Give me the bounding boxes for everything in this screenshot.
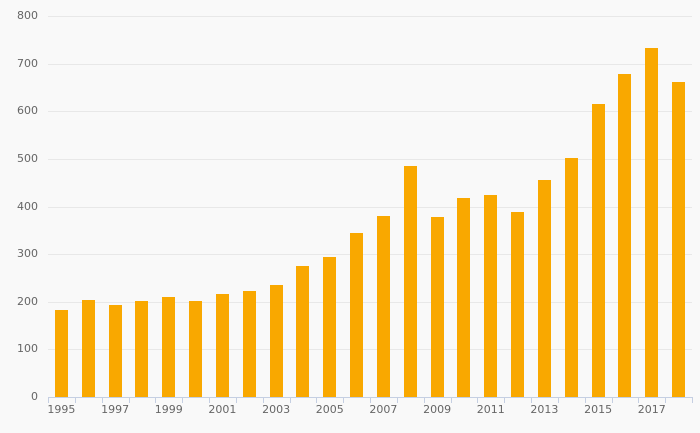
bar-2010[interactable] (457, 198, 470, 397)
x-axis-tick-label-2001: 2001 (208, 403, 237, 416)
bar-2007[interactable] (377, 216, 390, 397)
bar-2000[interactable] (189, 301, 202, 397)
bar-2004[interactable] (296, 266, 309, 397)
x-axis-tick (665, 397, 666, 403)
bar-1999[interactable] (162, 297, 175, 397)
bar-2003[interactable] (270, 285, 283, 397)
gridline-500 (48, 158, 692, 160)
bar-2002[interactable] (243, 291, 256, 397)
y-axis-tick-label-0: 0 (31, 390, 38, 403)
x-axis-tick-label-2015: 2015 (584, 403, 613, 416)
x-axis-tick (290, 397, 291, 403)
bar-2014[interactable] (565, 158, 578, 397)
x-axis-tick (638, 397, 639, 403)
bar-2005[interactable] (323, 257, 336, 397)
x-axis-tick (236, 397, 237, 403)
x-axis-tick-label-2005: 2005 (315, 403, 344, 416)
bar-2006[interactable] (350, 233, 363, 397)
bar-2015[interactable] (592, 104, 605, 397)
x-axis-tick (692, 397, 693, 403)
gridline-700 (48, 63, 692, 65)
gridline-600 (48, 111, 692, 113)
x-axis-tick-label-2011: 2011 (476, 403, 505, 416)
x-axis-tick-label-2003: 2003 (262, 403, 291, 416)
x-axis-tick-label-1995: 1995 (47, 403, 76, 416)
bar-2001[interactable] (216, 294, 229, 397)
x-axis-tick (316, 397, 317, 403)
x-axis-tick-label-2007: 2007 (369, 403, 398, 416)
x-axis-tick (397, 397, 398, 403)
x-axis-tick (263, 397, 264, 403)
x-axis-tick (209, 397, 210, 403)
x-axis-tick (155, 397, 156, 403)
y-axis-tick-label-300: 300 (17, 247, 38, 261)
bar-2018[interactable] (672, 82, 685, 397)
y-axis-tick-label-500: 500 (17, 151, 38, 165)
bar-2013[interactable] (538, 180, 551, 397)
x-axis-tick (129, 397, 130, 403)
x-axis-tick (585, 397, 586, 403)
x-axis-tick (558, 397, 559, 403)
bar-2012[interactable] (511, 212, 524, 397)
x-axis-tick (370, 397, 371, 403)
x-axis-tick (182, 397, 183, 403)
x-axis-tick (504, 397, 505, 403)
x-axis-tick (531, 397, 532, 403)
bar-1995[interactable] (55, 310, 68, 397)
bar-1998[interactable] (135, 301, 148, 397)
bar-2008[interactable] (404, 166, 417, 397)
x-axis-tick (612, 397, 613, 403)
plot-area (48, 16, 692, 397)
x-axis-tick (102, 397, 103, 403)
x-axis-tick-label-2017: 2017 (637, 403, 666, 416)
x-axis-tick (451, 397, 452, 403)
bar-2017[interactable] (645, 48, 658, 397)
x-axis-tick-label-2009: 2009 (423, 403, 452, 416)
bar-2009[interactable] (431, 217, 444, 397)
x-axis-tick-label-1999: 1999 (154, 403, 183, 416)
y-axis-tick-label-400: 400 (17, 199, 38, 213)
y-axis-tick-label-100: 100 (17, 342, 38, 356)
y-axis-tick-label-200: 200 (17, 294, 38, 308)
gridline-800 (48, 16, 692, 17)
x-axis-tick-label-1997: 1997 (101, 403, 130, 416)
y-axis-tick-label-700: 700 (17, 56, 38, 70)
x-axis-tick (477, 397, 478, 403)
gridline-200 (48, 301, 692, 303)
y-axis-tick-label-600: 600 (17, 104, 38, 118)
bar-1996[interactable] (82, 300, 95, 397)
gridline-300 (48, 254, 692, 256)
bar-2011[interactable] (484, 195, 497, 397)
x-axis-tick (424, 397, 425, 403)
gridline-400 (48, 206, 692, 208)
y-axis: 0 100 200 300 400 500 600 700 800 (0, 9, 38, 403)
x-axis-tick (75, 397, 76, 403)
gridline-100 (48, 349, 692, 351)
y-axis-tick-label-800: 800 (17, 9, 38, 22)
x-axis-tick (48, 397, 49, 403)
x-axis-tick (343, 397, 344, 403)
x-axis-tick-label-2013: 2013 (530, 403, 559, 416)
bar-2016[interactable] (618, 74, 631, 397)
bar-1997[interactable] (109, 305, 122, 397)
